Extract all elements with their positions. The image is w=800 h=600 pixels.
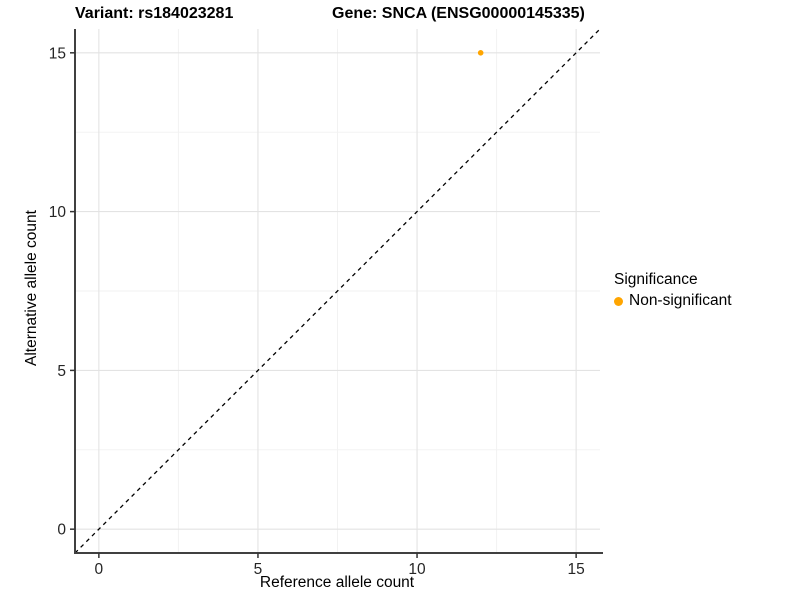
y-tick-label: 5 xyxy=(57,363,66,380)
data-point xyxy=(477,50,484,56)
legend-title: Significance xyxy=(614,271,698,288)
gene-title: Gene: SNCA (ENSG00000145335) xyxy=(332,5,585,22)
legend-item-non-significant: Non-significant xyxy=(614,292,732,310)
y-tick-label: 10 xyxy=(49,204,67,221)
x-tick-label: 10 xyxy=(408,561,426,578)
x-axis-title: Reference allele count xyxy=(259,574,415,591)
y-tick-label: 15 xyxy=(49,45,66,62)
x-tick-label: 0 xyxy=(95,561,104,578)
legend-item-label: Non-significant xyxy=(629,292,732,309)
x-tick-label: 5 xyxy=(254,561,263,578)
y-axis-title: Alternative allele count xyxy=(23,210,40,366)
x-tick-label: 15 xyxy=(568,561,585,578)
y-tick-label: 0 xyxy=(57,522,66,539)
variant-title: Variant: rs184023281 xyxy=(75,5,234,22)
legend: Significance Non-significant xyxy=(614,270,732,310)
legend-point-swatch-icon xyxy=(614,296,623,306)
identity-dashed-line xyxy=(74,28,601,554)
